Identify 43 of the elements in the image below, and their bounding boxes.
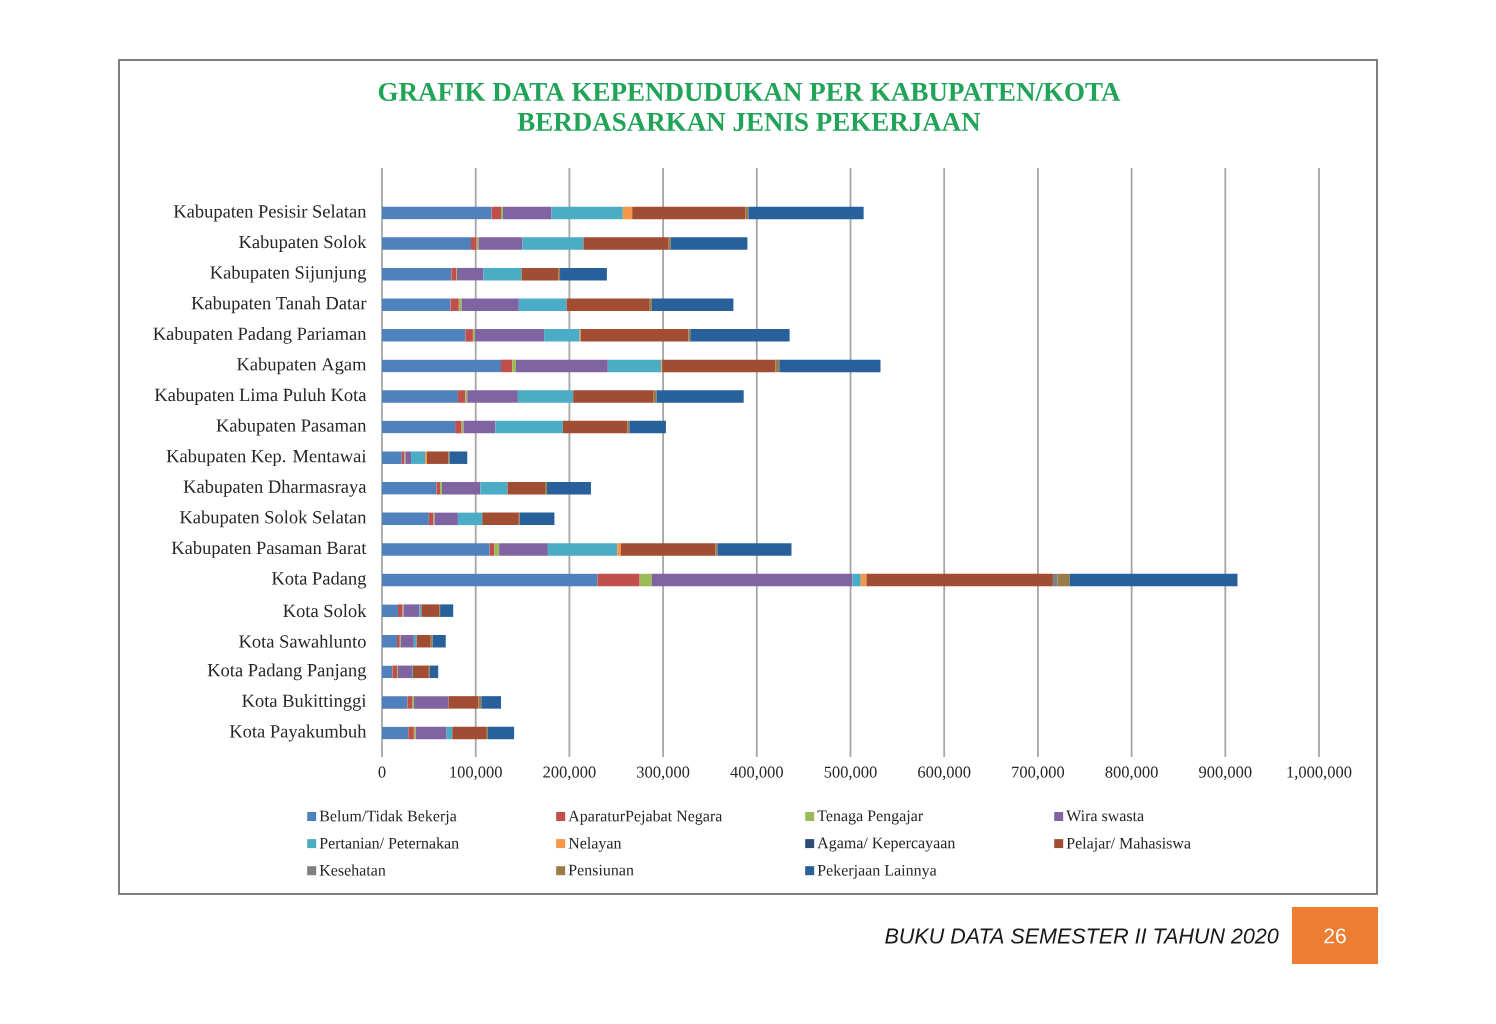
y-tick-label: Kabupaten Padang Pariaman [153,326,367,344]
legend-label: Tenaga Pengajar [817,810,924,825]
x-tick-label: 400,000 [730,766,783,781]
x-tick-label: 100,000 [450,766,502,781]
y-tick-label: Kabupaten Kep. Mentawai [166,449,367,467]
text: BUKU DATA SEMESTER II TAHUN 2020 [885,928,1279,944]
legend-label: Pelajar/ Mahasiswa [1066,837,1191,852]
x-tick-label: 700,000 [1012,766,1065,781]
legend-label: AparaturPejabat Negara [568,810,723,825]
y-tick-label: Kota Padang [271,571,367,589]
text: 26 [1324,928,1346,944]
legend-label: Pensiunan [568,864,634,876]
y-tick-label: Kota Bukittinggi [242,693,367,711]
y-tick-label: Kota Padang Panjang [207,663,367,681]
y-tick-label: Kota Solok [283,604,367,618]
chart-title: GRAFIK DATA KEPENDUDUKAN PER KABUPATEN/KOTA BERDASARKAN JENIS PEKERJAAN [378,82,1121,132]
legend-label: Agama/ Kepercayaan [817,837,956,852]
y-tick-label: Kabupaten Tanah Datar [191,296,367,314]
x-tick-label: 300,000 [637,766,690,781]
legend-label: Wira swasta [1066,810,1144,822]
y-tick-label: Kabupaten Pasaman [216,418,367,436]
y-tick-label: Kabupaten Pasaman Barat [171,541,367,558]
x-tick-label: 900,000 [1199,766,1252,781]
y-tick-label: Kabupaten Solok [239,235,367,252]
x-tick-label: 800,000 [1105,766,1158,781]
x-tick-label: 1,000,000 [1287,766,1352,781]
y-tick-label: Kabupaten Dharmasraya [183,479,367,497]
y-tick-label: Kabupaten Agam [237,357,367,375]
y-tick-label: Kabupaten Lima Puluh Kota [154,388,367,405]
x-tick-label: 500,000 [824,766,877,781]
legend-label: Nelayan [568,837,622,852]
x-tick-label: 600,000 [918,766,971,781]
y-tick-label: Kabupaten Pesisir Selatan [173,204,367,222]
legend-label: Kesehatan [319,864,386,876]
legend-label: Pekerjaan Lainnya [817,864,937,879]
y-tick-label: Kabupaten Solok Selatan [179,510,367,528]
y-tick-label: Kota Sawahlunto [239,634,366,648]
x-tick-label: 0 [378,766,386,778]
y-tick-label: Kabupaten Sijunjung [210,265,367,283]
legend-label: Pertanian/ Peternakan [319,837,459,849]
x-tick-label: 200,000 [543,766,596,781]
legend-label: Belum/Tidak Bekerja [319,810,457,825]
y-tick-label: Kota Payakumbuh [229,724,367,742]
